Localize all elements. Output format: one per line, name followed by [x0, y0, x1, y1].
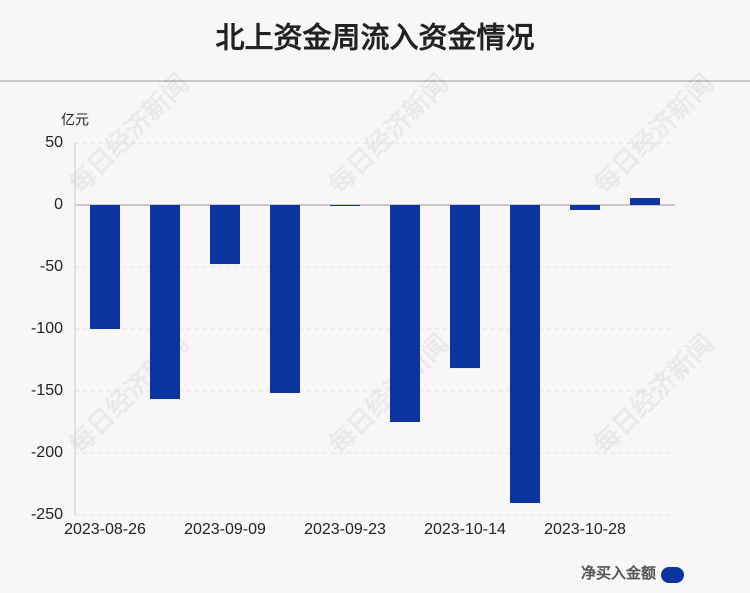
x-tick-label: 2023-08-26 — [64, 521, 146, 538]
x-tick-label: 2023-09-09 — [184, 521, 266, 538]
y-unit: 亿元 — [61, 112, 89, 128]
y-tick-label: -150 — [31, 382, 63, 399]
x-tick-label: 2023-10-28 — [544, 521, 626, 538]
y-tick-label: -200 — [31, 444, 63, 461]
y-tick-label: -50 — [40, 258, 63, 275]
y-tick-label: -100 — [31, 320, 63, 337]
bar — [630, 198, 660, 205]
bar — [150, 205, 180, 400]
chart-title: 北上资金周流入资金情况 — [215, 21, 534, 55]
x-tick-label: 2023-09-23 — [304, 521, 386, 538]
bar — [330, 205, 360, 206]
x-tick-label: 2023-10-14 — [424, 521, 506, 538]
bar — [390, 205, 420, 422]
legend-label: 净买入金额 — [581, 564, 656, 582]
y-tick-label: 50 — [45, 134, 63, 151]
y-tick-label: 0 — [54, 196, 63, 213]
y-tick-label: -250 — [31, 506, 63, 523]
bar — [450, 205, 480, 369]
bar — [270, 205, 300, 393]
bar — [570, 205, 600, 210]
legend-swatch — [661, 567, 684, 583]
bar — [90, 205, 120, 329]
bar — [210, 205, 240, 265]
bar — [510, 205, 540, 503]
